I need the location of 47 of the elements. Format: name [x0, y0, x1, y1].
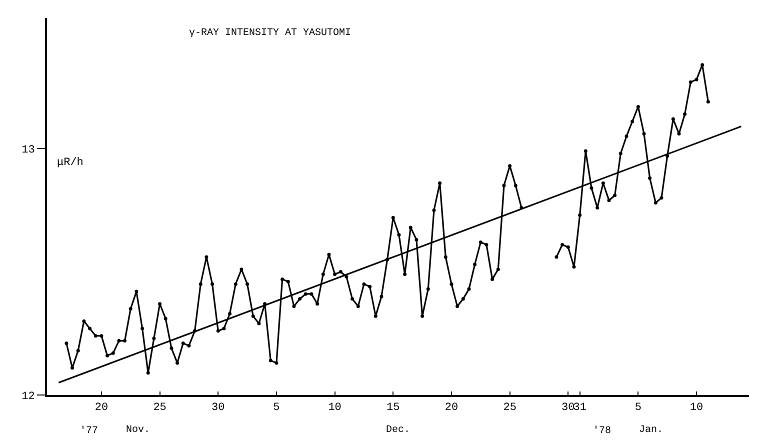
x-tick-label: 25: [153, 402, 166, 414]
text: '78: [593, 425, 612, 437]
x-tick-label: 25: [503, 402, 516, 414]
point: [607, 198, 611, 202]
x-tick-label: 20: [444, 402, 458, 414]
x-tick-label: 5: [273, 402, 280, 414]
point: [654, 201, 658, 205]
point: [660, 196, 664, 200]
point: [572, 265, 576, 269]
text: Jan.: [639, 425, 664, 436]
point: [566, 245, 570, 249]
text: '77: [80, 425, 98, 437]
point: [578, 213, 582, 217]
point: [554, 255, 558, 259]
x-tick-label: 20: [94, 402, 108, 414]
point: [560, 242, 564, 246]
point: [618, 152, 622, 156]
y-axis-title: μR/h: [57, 157, 84, 169]
point: [671, 117, 675, 121]
point: [648, 176, 652, 180]
point: [677, 132, 681, 136]
x-tick-label: 30: [562, 402, 575, 414]
point: [584, 149, 588, 153]
x-tick-label: 31: [573, 402, 587, 414]
point: [694, 78, 698, 82]
point: [596, 206, 600, 210]
point: [630, 120, 634, 124]
text: Nov.: [126, 425, 150, 436]
x-tick-label: 15: [386, 402, 400, 414]
point: [636, 104, 640, 108]
point: [624, 134, 628, 138]
point: [590, 186, 594, 190]
point: [706, 100, 710, 104]
x-tick-label: 10: [690, 402, 704, 414]
x-tick-label: 10: [328, 402, 342, 414]
text: Dec.: [386, 425, 410, 436]
text: γ-RAY INTENSITY AT YASUTOMI: [189, 28, 352, 39]
x-tick-label: 5: [634, 402, 642, 414]
y-tick-label: 13: [22, 144, 35, 156]
point: [688, 80, 692, 84]
y-tick-label: 12: [22, 390, 35, 403]
point: [601, 181, 605, 185]
x-tick-label: 30: [212, 402, 225, 414]
point: [642, 132, 646, 136]
point: [613, 194, 617, 198]
point: [700, 63, 704, 67]
point: [683, 112, 687, 116]
